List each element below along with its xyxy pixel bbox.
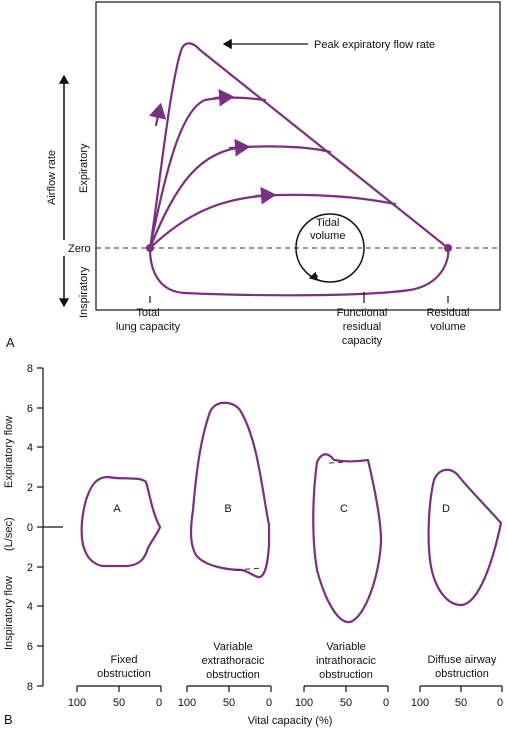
loop-variable-extrathoracic <box>189 401 271 579</box>
x-tick-label: 100 <box>411 697 429 709</box>
panel-a-frame <box>95 1 501 311</box>
y-tick-label: 2 <box>27 482 33 494</box>
x-tick-label: 100 <box>178 697 196 709</box>
expiratory-curve-3 <box>148 145 332 250</box>
loop-letter-c: C <box>340 503 348 515</box>
y-tick-label: 4 <box>27 601 33 613</box>
x-tick-label: 0 <box>383 697 389 709</box>
x-tick-label: 50 <box>455 697 467 709</box>
x-tick-label: 0 <box>156 697 162 709</box>
curve-arrow-4 <box>254 186 277 205</box>
tidal-arrow <box>308 271 319 281</box>
zero-label: Zero <box>68 243 91 255</box>
tidal-label-1: Tidal <box>316 217 339 229</box>
caption-a-2: obstruction <box>97 668 151 680</box>
panel-b-y-ticks <box>37 367 43 687</box>
caption-d-2: obstruction <box>435 668 489 680</box>
rv-label-1: Residual <box>427 307 470 319</box>
inspiratory-curve <box>148 246 450 297</box>
loop-variable-intrathoracic <box>312 453 383 624</box>
x-axis-title: Vital capacity (%) <box>248 715 333 727</box>
frc-label-2: residual <box>343 321 382 333</box>
y-tick-label: 0 <box>27 522 33 534</box>
loop-letter-b: B <box>224 503 231 515</box>
caption-b-1: Variable <box>213 641 253 653</box>
x-tick-label: 50 <box>223 697 235 709</box>
y-tick-label: 2 <box>27 562 33 574</box>
inspiratory-flow-label: Inspiratory flow <box>3 576 15 650</box>
tidal-label-2: volume <box>310 230 345 242</box>
x-tick-label: 0 <box>497 697 503 709</box>
loop-b-dashed <box>235 567 263 571</box>
frc-label-3: capacity <box>342 335 383 347</box>
caption-c-1: Variable <box>326 641 366 653</box>
loop-letter-a: A <box>113 503 121 515</box>
x-axis-segment-a <box>76 685 162 692</box>
panel-b-label: B <box>4 712 13 727</box>
expiratory-flow-label: Expiratory flow <box>3 416 15 488</box>
max-flow-envelope <box>148 42 450 250</box>
panel-a-label: A <box>6 335 15 350</box>
x-tick-label: 100 <box>295 697 313 709</box>
peak-label: Peak expiratory flow rate <box>314 39 435 51</box>
loop-fixed-obstruction <box>80 475 162 568</box>
caption-d-1: Diffuse airway <box>428 654 497 666</box>
caption-b-3: obstruction <box>206 669 260 681</box>
x-tick-label: 50 <box>340 697 352 709</box>
expiratory-curve-2 <box>148 96 267 250</box>
y-axis-gap <box>58 240 70 256</box>
tlc-point <box>146 244 154 252</box>
y-axis-title: Airflow rate <box>46 150 58 205</box>
x-tick-label: 100 <box>68 697 86 709</box>
loop-c-dashed <box>328 461 349 464</box>
y-tick-label: 6 <box>27 403 33 415</box>
expiratory-label: Expiratory <box>78 143 90 193</box>
tlc-label-2: lung capacity <box>116 321 181 333</box>
loop-diffuse-airway <box>427 468 503 607</box>
curve-arrow-1 <box>149 102 167 127</box>
expiratory-curve-4 <box>148 193 397 250</box>
x-axis-segment-b <box>186 685 272 692</box>
inspiratory-label: Inspiratory <box>78 266 90 318</box>
y-units-label: (L/sec) <box>3 517 15 551</box>
curve-arrow-2 <box>213 88 235 107</box>
rv-point <box>444 244 452 252</box>
curve-arrow-3 <box>228 138 251 157</box>
loop-letter-d: D <box>442 503 450 515</box>
y-tick-label: 8 <box>27 681 33 693</box>
caption-c-2: intrathoracic <box>316 655 376 667</box>
caption-c-3: obstruction <box>319 669 373 681</box>
tidal-loop <box>295 213 365 283</box>
frc-label-1: Functional <box>337 307 388 319</box>
rv-label-2: volume <box>430 321 465 333</box>
caption-a-1: Fixed <box>111 654 138 666</box>
y-tick-label: 8 <box>27 363 33 375</box>
x-axis-segment-c <box>303 685 389 692</box>
tlc-label-1: Total <box>136 307 159 319</box>
x-tick-label: 0 <box>266 697 272 709</box>
x-tick-label: 50 <box>113 697 125 709</box>
y-tick-label: 6 <box>27 641 33 653</box>
caption-b-2: extrathoracic <box>202 655 265 667</box>
x-axis-segment-d <box>419 685 503 692</box>
y-tick-label: 4 <box>27 442 33 454</box>
